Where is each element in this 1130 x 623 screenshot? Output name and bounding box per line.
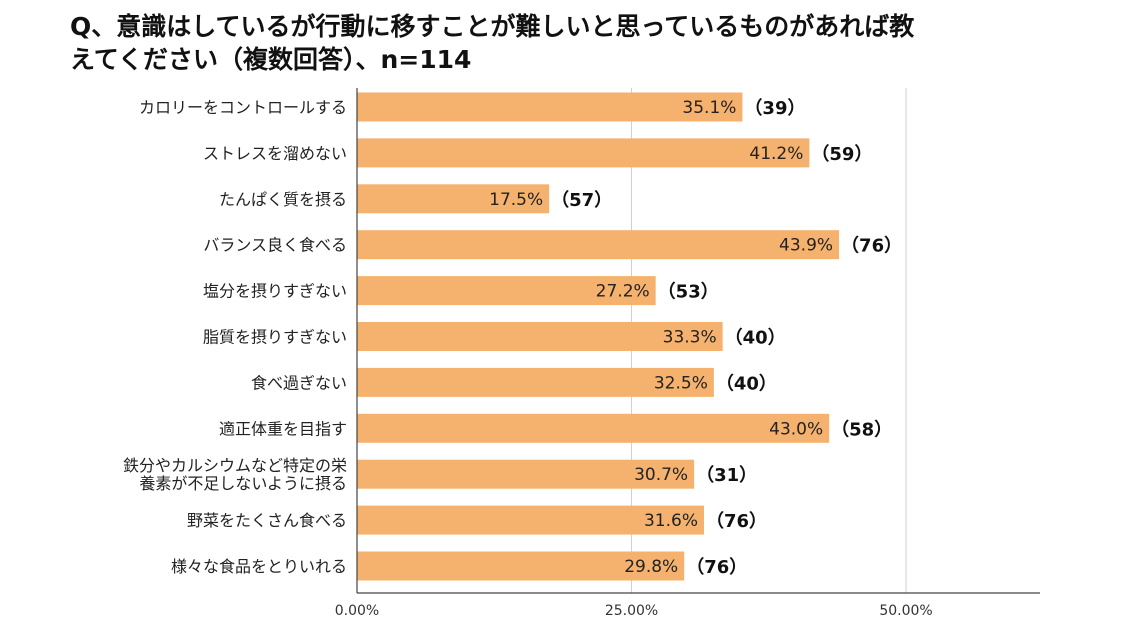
value-label: 41.2% (749, 144, 803, 164)
bar (357, 184, 550, 214)
bar (357, 413, 830, 443)
labels: カロリーをコントロールする 35.1% （39） ストレスを溜めない 41.2% （59）… (123, 98, 902, 578)
category-label: 塩分を摂りすぎない (203, 282, 347, 301)
count-label: （40） (725, 328, 786, 349)
count-label: （76） (841, 236, 902, 257)
value-label: 27.2% (596, 282, 650, 302)
category-label: 様々な食品をとりいれる (171, 557, 347, 576)
bar (357, 138, 810, 168)
category-label: 適正体重を目指す (219, 419, 347, 438)
bar (357, 230, 840, 260)
bars (357, 92, 840, 581)
bar (357, 367, 714, 397)
value-label: 17.5% (489, 190, 543, 210)
category-label: 脂質を摂りすぎない (203, 328, 347, 347)
value-label: 30.7% (634, 465, 688, 485)
x-tick-label: 0.00% (335, 603, 379, 619)
value-label: 32.5% (654, 373, 708, 393)
category-label: 食べ過ぎない (251, 373, 347, 392)
bar (357, 92, 743, 122)
category-label: バランス良く食べる (203, 236, 347, 255)
count-label: （31） (696, 465, 757, 486)
category-label: 野菜をたくさん食べる (187, 511, 347, 530)
category-label: ストレスを溜めない (203, 144, 347, 163)
x-tick-label: 50.00% (879, 603, 932, 619)
count-label: （57） (551, 190, 612, 211)
value-label: 43.0% (769, 419, 823, 439)
value-label: 33.3% (663, 328, 717, 348)
category-label: たんぱく質を摂る (219, 190, 347, 209)
value-label: 35.1% (682, 98, 736, 118)
value-label: 31.6% (644, 511, 698, 531)
count-label: （76） (706, 511, 767, 532)
category-label: カロリーをコントロールする (139, 98, 347, 117)
count-label: （59） (811, 144, 872, 165)
value-label: 43.9% (779, 236, 833, 256)
chart-title: Q、意識はしているが行動に移すことが難しいと思っているものがあれば教 えてくださ… (70, 12, 915, 74)
count-label: （58） (831, 419, 892, 440)
bar (357, 505, 704, 535)
x-axis: 0.00% 25.00% 50.00% (335, 88, 1040, 619)
bar (357, 459, 695, 489)
bar (357, 322, 723, 351)
count-label: （39） (744, 98, 805, 119)
count-label: （76） (686, 557, 747, 578)
category-label: 鉄分やカルシウムなど特定の栄養素が不足しないように摂る (123, 456, 347, 493)
value-label: 29.8% (624, 557, 678, 577)
count-label: （53） (658, 282, 719, 303)
bar (357, 276, 656, 306)
x-tick-label: 25.00% (605, 603, 658, 619)
bar (357, 551, 685, 581)
count-label: （40） (716, 373, 777, 394)
